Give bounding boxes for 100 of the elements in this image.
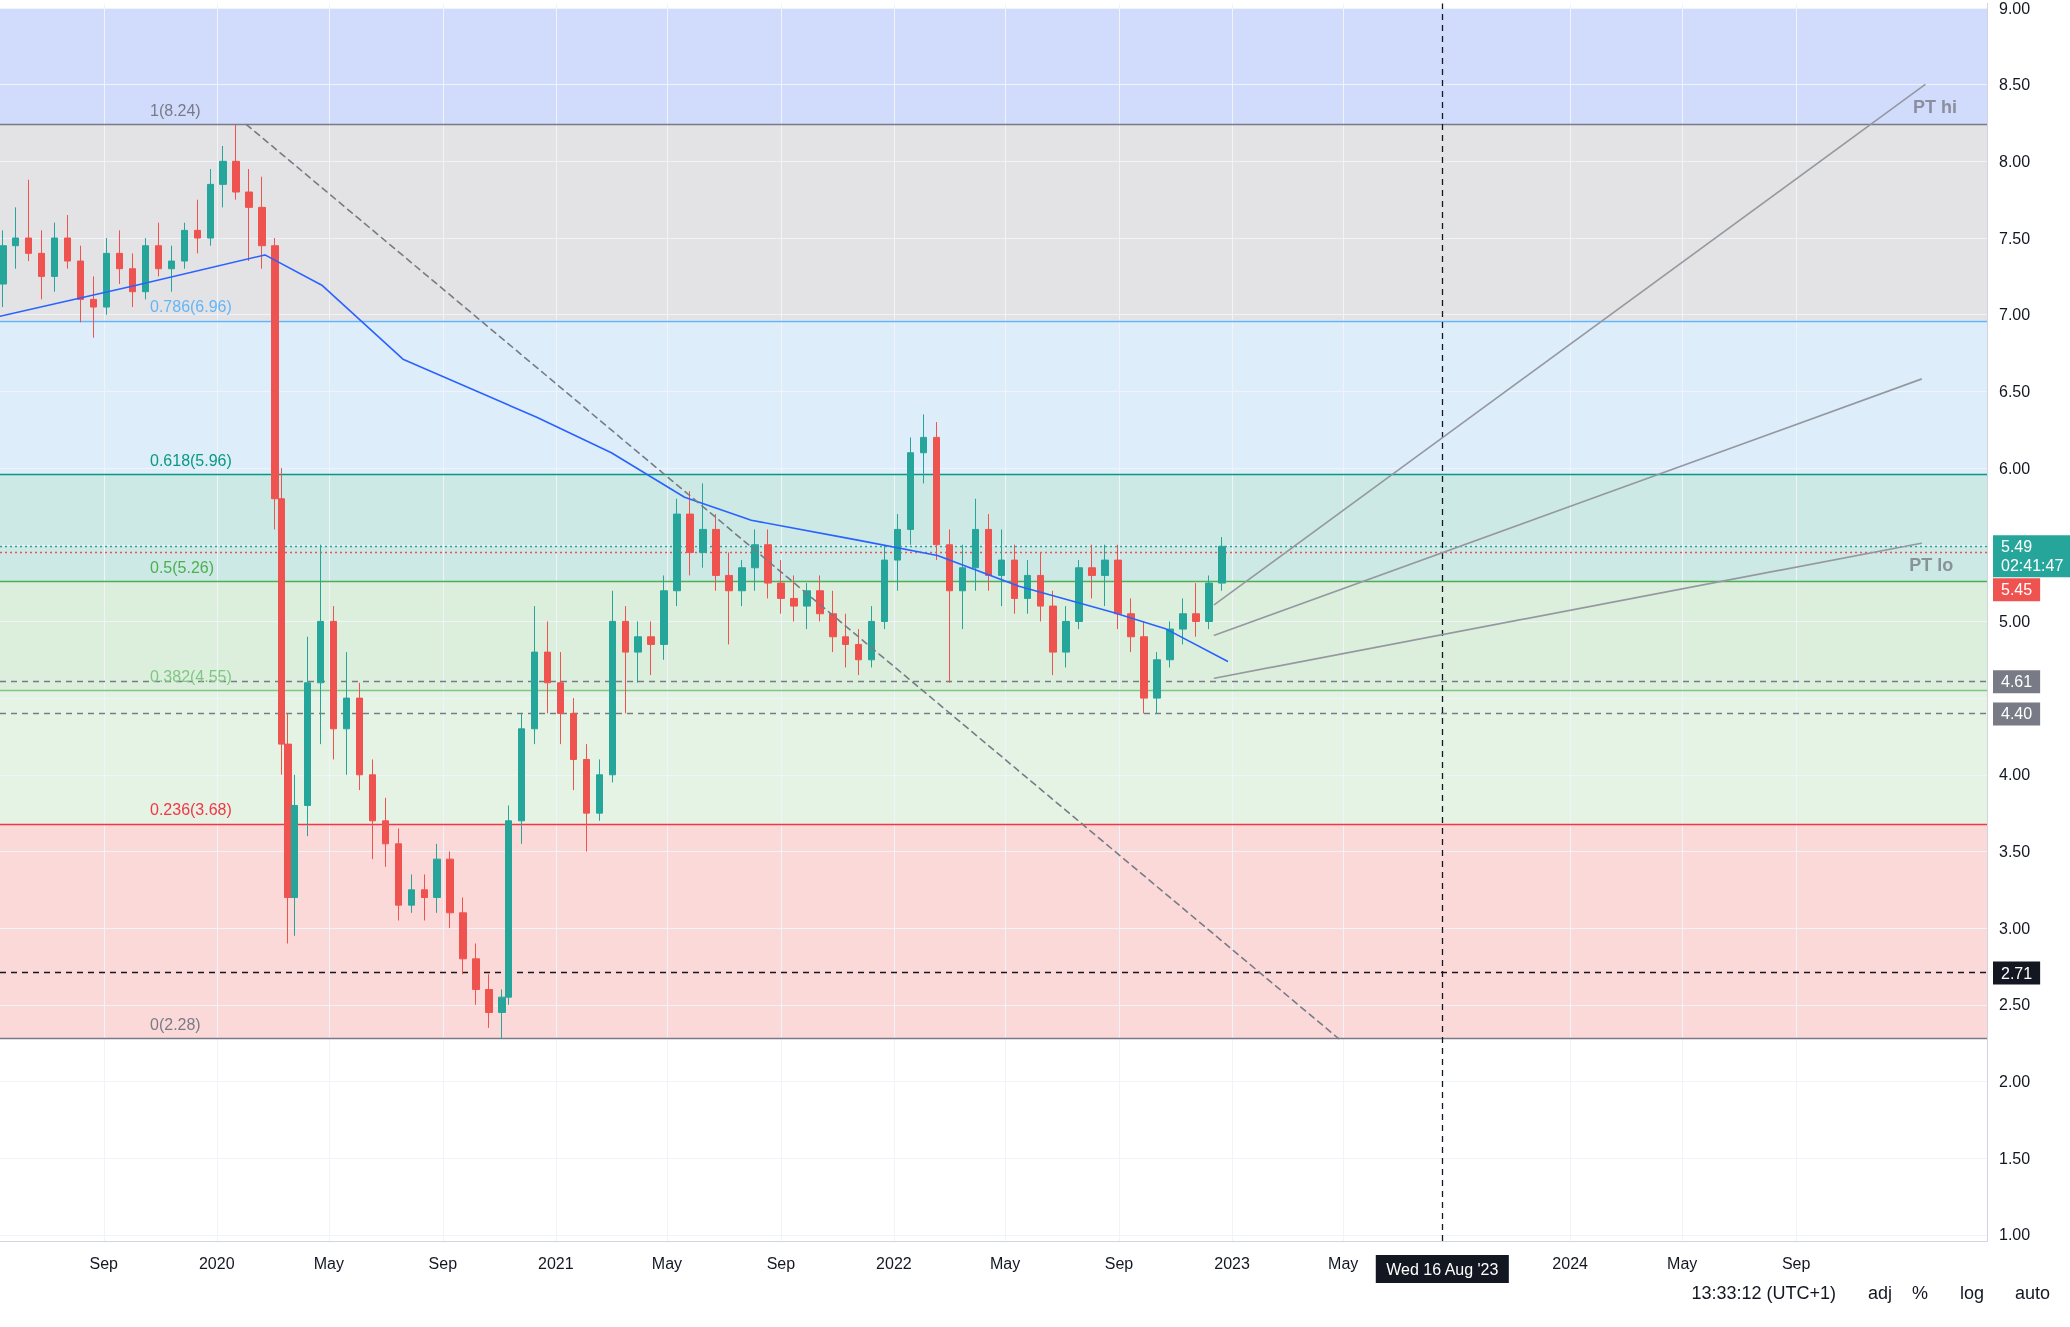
x-tick-label: 2021: [538, 1254, 574, 1272]
candlestick: [1153, 651, 1161, 714]
y-tick-label: 6.00: [1999, 459, 2031, 477]
candlestick: [609, 590, 616, 783]
candlestick: [1049, 590, 1057, 676]
candlestick: [1166, 620, 1174, 668]
candlestick: [181, 222, 188, 270]
candlestick: [12, 206, 19, 270]
candlestick: [245, 168, 253, 262]
ref-line-label: 4.40: [2001, 705, 2033, 723]
y-tick-label: 3.00: [1999, 919, 2031, 937]
candlestick: [395, 827, 402, 921]
candlestick: [855, 628, 862, 676]
candlestick: [1179, 597, 1187, 645]
candlestick: [129, 252, 136, 308]
candlestick: [291, 774, 298, 937]
candlestick: [1205, 574, 1213, 630]
candlestick: [518, 712, 525, 845]
candlestick: [64, 214, 71, 270]
candlestick: [1127, 597, 1135, 653]
candlestick: [764, 528, 772, 599]
candlestick: [421, 873, 428, 921]
y-tick-label: 8.00: [1999, 152, 2031, 170]
candlestick: [116, 229, 123, 285]
candlestick: [219, 145, 227, 208]
x-tick-label: May: [989, 1254, 1021, 1272]
candlestick: [446, 850, 454, 929]
annotation: PT lo: [1909, 555, 1954, 576]
candlestick: [985, 513, 992, 592]
candlestick: [622, 605, 629, 714]
candlestick: [842, 613, 849, 668]
candlestick: [142, 237, 149, 300]
candlestick: [343, 651, 350, 776]
candlestick: [647, 620, 655, 676]
candlestick: [369, 758, 376, 860]
candlestick: [557, 651, 564, 745]
candlestick: [1062, 605, 1070, 668]
candlestick: [38, 229, 45, 300]
annotation: PT hi: [1912, 96, 1957, 117]
x-tick-label: Sep: [1104, 1254, 1134, 1272]
candlestick: [155, 222, 162, 277]
candlestick: [583, 743, 590, 852]
candlestick: [194, 199, 201, 254]
candlestick: [330, 605, 337, 760]
candlestick: [790, 574, 798, 622]
candlestick: [570, 697, 577, 791]
ref-line-label: 0.236(3.68): [150, 801, 232, 819]
candlestick: [459, 896, 467, 975]
x-tick-label: Sep: [89, 1254, 119, 1272]
candlestick: [699, 482, 707, 569]
ref-line-label: 0.618(5.96): [150, 451, 232, 469]
ref-line-label: 1(8.24): [150, 102, 201, 120]
candlestick: [472, 942, 480, 1006]
text: auto: [2014, 1283, 2051, 1303]
ref-line-label: 0.382(4.55): [150, 667, 232, 685]
text: 13:33:12 (UTC+1): [1691, 1283, 1837, 1303]
x-tick-label: Sep: [1781, 1254, 1811, 1272]
candlestick: [1075, 559, 1083, 630]
candlestick: [777, 559, 785, 615]
ref-line-label: 5.45: [2001, 581, 2033, 599]
candlestick: [25, 179, 32, 262]
y-tick-label: 1.00: [1999, 1226, 2031, 1244]
candlestick: [596, 758, 603, 822]
candlestick: [531, 605, 538, 745]
x-tick-label: 2022: [876, 1254, 912, 1272]
candlestick: [168, 245, 175, 293]
ref-line-label: 2.71: [2001, 964, 2033, 982]
text: adj: [1867, 1283, 1893, 1303]
y-tick-label: 2.00: [1999, 1073, 2031, 1091]
candlestick: [207, 168, 214, 247]
candlestick: [829, 590, 837, 653]
candlestick: [408, 873, 415, 914]
candlestick: [304, 636, 311, 837]
ref-line-label: 0.5(5.26): [150, 559, 215, 577]
x-tick-label: 2024: [1552, 1254, 1589, 1272]
y-tick-label: 7.00: [1999, 306, 2031, 324]
candlestick: [382, 797, 389, 868]
ref-line-label: 4.61: [2001, 673, 2033, 691]
x-tick-label: May: [313, 1254, 344, 1272]
x-tick-label: Sep: [428, 1254, 458, 1272]
y-tick-label: 7.50: [1999, 229, 2031, 247]
y-tick-label: 9.00: [1999, 0, 2031, 17]
candlestick: [1140, 620, 1148, 714]
candlestick: [90, 275, 97, 339]
text: log: [1959, 1283, 1985, 1303]
candlestick: [77, 245, 84, 323]
y-tick-label: 1.50: [1999, 1149, 2031, 1167]
candlestick: [258, 176, 266, 270]
candlestick: [433, 843, 441, 914]
x-tick-label: 2020: [198, 1254, 235, 1272]
y-tick-label: 3.50: [1999, 842, 2031, 860]
candlestick: [634, 620, 642, 684]
candlestick: [868, 605, 875, 668]
x-tick-label: May: [1328, 1254, 1359, 1272]
candlestick: [803, 582, 811, 630]
line-series: [0, 254, 1229, 663]
candlestick: [356, 682, 363, 791]
candlestick: [738, 559, 746, 607]
candlestick: [816, 574, 824, 622]
candlestick: [51, 222, 58, 293]
